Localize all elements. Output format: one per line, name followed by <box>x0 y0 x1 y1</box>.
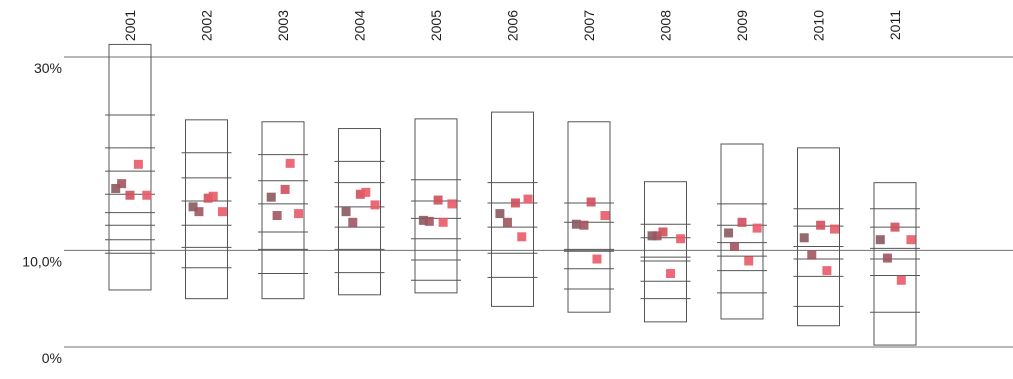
x-axis-labels: 2001 2002 2003 2004 2005 2006 2007 2008 2009 2010… <box>122 10 903 41</box>
range-box-2007 <box>567 121 611 313</box>
data-point <box>280 184 290 194</box>
data-point <box>807 250 817 260</box>
range-box-2004 <box>338 128 381 296</box>
data-point <box>502 217 512 227</box>
data-point <box>510 198 520 208</box>
data-point <box>600 211 610 221</box>
reference-lines <box>64 56 1013 348</box>
range-box-2006 <box>491 111 534 307</box>
data-point <box>188 202 198 212</box>
data-point <box>418 215 428 225</box>
data-point <box>906 235 916 245</box>
x-axis-label: 2007 <box>581 10 597 41</box>
range-box-2003 <box>261 121 305 300</box>
data-point <box>142 190 152 200</box>
data-point <box>592 254 602 264</box>
data-point <box>647 231 657 241</box>
data-point <box>829 224 839 234</box>
data-point <box>266 192 276 202</box>
data-point <box>294 209 304 219</box>
data-point <box>896 275 906 285</box>
data-point <box>724 228 734 238</box>
data-point <box>579 220 589 230</box>
y-axis-label: 30% <box>34 60 62 76</box>
data-point <box>208 191 218 201</box>
data-point <box>348 217 358 227</box>
data-point <box>822 266 832 276</box>
data-point <box>816 220 826 230</box>
range-box-2002 <box>185 119 228 300</box>
data-point <box>125 190 135 200</box>
range-box-2011 <box>873 182 917 346</box>
x-axis-label: 2003 <box>275 10 291 41</box>
data-point <box>744 256 754 266</box>
data-point <box>355 189 365 199</box>
y-axis-labels: 30% 10,0% 0% <box>22 60 62 366</box>
range-box-2010 <box>797 147 840 327</box>
data-point <box>285 158 295 168</box>
data-point <box>676 234 686 244</box>
data-point <box>194 207 204 217</box>
data-point <box>438 217 448 227</box>
x-axis-label: 2001 <box>122 10 138 41</box>
range-box-2001 <box>108 43 152 291</box>
data-point <box>752 223 762 233</box>
data-point <box>737 217 747 227</box>
x-axis-label: 2004 <box>352 10 368 41</box>
data-point <box>890 222 900 232</box>
data-point <box>203 193 213 203</box>
data-point <box>272 211 282 221</box>
data-point <box>799 233 809 243</box>
data-point <box>586 197 596 207</box>
data-point <box>117 179 127 189</box>
y-axis-label: 0% <box>42 350 62 366</box>
data-point <box>361 187 371 197</box>
data-point <box>370 200 380 210</box>
x-axis-label: 2009 <box>734 10 750 41</box>
data-point <box>729 241 739 251</box>
x-axis-label: 2005 <box>428 10 444 41</box>
data-point <box>666 269 676 279</box>
x-axis-label: 2002 <box>199 10 215 41</box>
y-axis-label: 10,0% <box>22 253 62 269</box>
data-point <box>571 219 581 229</box>
data-point <box>523 194 533 204</box>
data-point <box>433 195 443 205</box>
data-point <box>111 183 121 193</box>
category-boxes <box>105 43 920 346</box>
x-axis-label: 2011 <box>887 10 903 40</box>
data-point <box>424 216 434 226</box>
x-axis-label: 2008 <box>658 10 674 41</box>
range-box-2009 <box>720 143 764 320</box>
data-point <box>658 227 668 237</box>
data-point <box>652 231 662 241</box>
data-point <box>341 207 351 217</box>
range-box-2008 <box>644 181 687 323</box>
data-point <box>875 235 885 245</box>
data-point <box>495 209 505 219</box>
data-point <box>217 207 227 217</box>
data-point <box>882 253 892 263</box>
x-axis-label: 2010 <box>811 10 827 41</box>
x-axis-label: 2006 <box>505 10 521 41</box>
data-points <box>111 158 916 285</box>
range-box-2005 <box>414 118 458 294</box>
data-point <box>133 159 143 169</box>
data-point <box>517 232 527 242</box>
data-point <box>447 199 457 209</box>
